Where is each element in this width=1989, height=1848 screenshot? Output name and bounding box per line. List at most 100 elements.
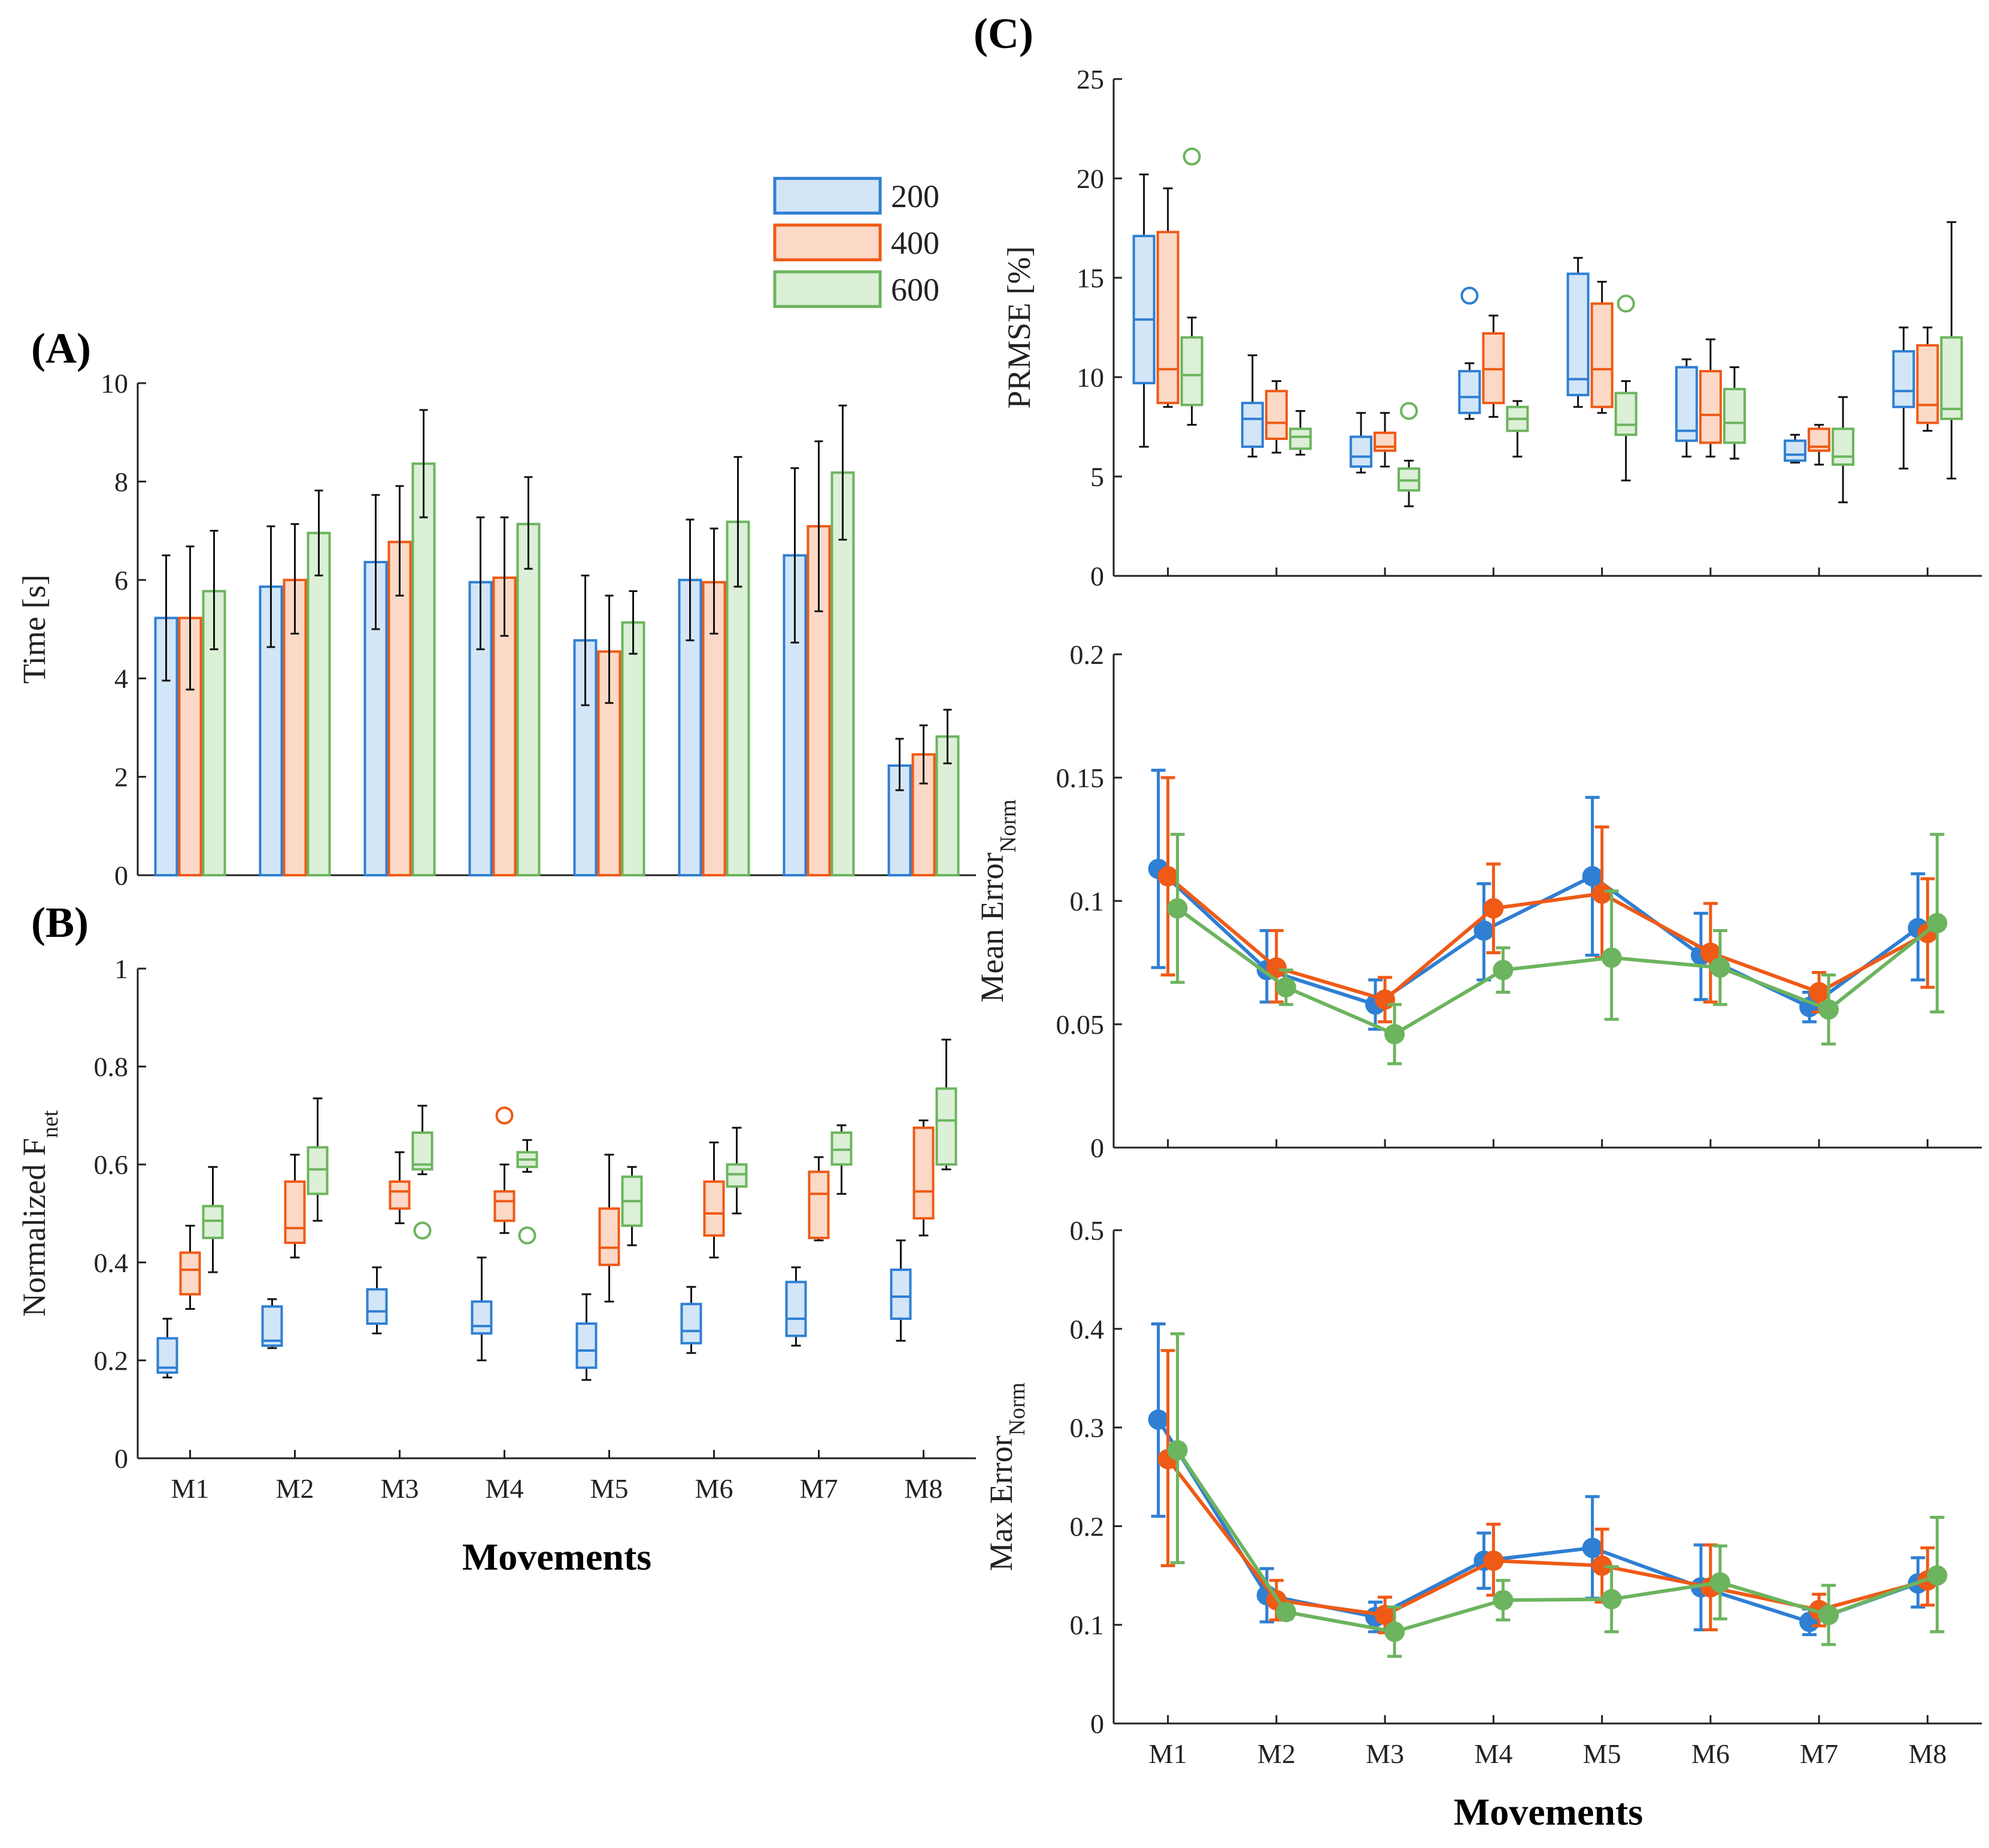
box-200-M8: [890, 1269, 912, 1320]
legend-label-400: 400: [891, 225, 939, 261]
y-tick-label: 0.2: [94, 1345, 129, 1376]
box-600-M1: [202, 1204, 224, 1239]
y-tick-label: 2: [114, 762, 128, 793]
point-400-M4: [1483, 898, 1504, 919]
legend-swatch-400: [773, 223, 882, 262]
box-400-M7: [808, 1170, 830, 1239]
point-600-M4: [1493, 1590, 1514, 1610]
box-400-M2: [284, 1180, 306, 1245]
box-200-M4: [1458, 370, 1481, 414]
series-line-400: [1166, 875, 1929, 1002]
chart-c-max-error: 0 0.1 0.2 0.3 0.4 0.5 M1 M2 M3 M4 M5 M6 M7 M8 Max Erro…: [983, 1215, 1982, 1769]
box-600-M6: [726, 1163, 748, 1188]
y-axis-title-subscript: Norm: [996, 799, 1021, 852]
y-tick-label: 5: [1090, 462, 1104, 492]
outlier-point: [495, 1106, 514, 1125]
y-tick-label: 0: [1090, 1709, 1104, 1739]
point-600-M7: [1818, 999, 1839, 1020]
point-400-M5: [1591, 1555, 1612, 1576]
y-tick-label: 10: [1077, 362, 1104, 393]
legend-label-200: 200: [891, 178, 939, 214]
y-tick-label: 4: [114, 663, 128, 694]
box-200-M1: [1132, 235, 1156, 384]
box-200-M6: [680, 1303, 702, 1345]
box-200-M5: [575, 1322, 598, 1369]
y-tick-label: 0.4: [94, 1248, 129, 1278]
outlier-point: [1617, 295, 1635, 313]
panel-label-b: (B): [31, 899, 89, 946]
point-400-M5: [1591, 883, 1612, 904]
y-tick-label: 8: [114, 466, 128, 497]
y-tick-label: 0.1: [1070, 886, 1105, 917]
point-600-M2: [1275, 977, 1296, 998]
x-tick-label: M3: [381, 1473, 419, 1504]
point-600-M8: [1927, 913, 1948, 934]
point-600-M6: [1709, 1572, 1730, 1593]
y-axis-title: Normalized Fnet: [16, 1110, 63, 1316]
y-tick-label: 0.2: [1070, 639, 1105, 670]
box-600-M7: [830, 1131, 853, 1166]
bar-400-M3: [387, 541, 412, 876]
point-600-M5: [1601, 1589, 1622, 1610]
y-axis-title-subscript: net: [38, 1110, 63, 1138]
point-400-M1: [1157, 866, 1178, 887]
point-600-M1: [1167, 898, 1188, 919]
y-tick-label: 0: [114, 1443, 128, 1474]
x-tick-label: M1: [171, 1473, 210, 1504]
bar-600-M5: [621, 621, 645, 876]
series-line-600: [1176, 1449, 1938, 1634]
chart-a-time: 0 2 4 6 8 10 Time [s]: [16, 368, 976, 891]
box-600-M1: [1180, 336, 1203, 406]
x-tick-label: M6: [695, 1473, 733, 1504]
point-600-M3: [1384, 1621, 1405, 1642]
point-400-M7: [1809, 982, 1830, 1003]
box-400-M3: [389, 1180, 411, 1210]
bar-400-M8: [911, 753, 936, 876]
y-tick-label: 1: [114, 954, 128, 984]
x-tick-label: M8: [1908, 1738, 1946, 1769]
point-600-M8: [1927, 1565, 1948, 1586]
box-200-M4: [471, 1300, 493, 1335]
point-600-M6: [1709, 957, 1730, 978]
y-axis-title: Max ErrorNorm: [983, 1382, 1030, 1571]
chart-c-mean-error: 0 0.05 0.1 0.15 0.2 Mean ErrorNorm: [974, 639, 1982, 1163]
legend-swatch-200: [773, 177, 882, 215]
y-axis-title-subscript: Norm: [1005, 1382, 1030, 1436]
bar-600-M7: [830, 471, 855, 876]
x-tick-label: M4: [1474, 1738, 1512, 1769]
bar-200-M1: [154, 617, 178, 877]
box-200-M7: [1784, 439, 1807, 462]
x-tick-label: M1: [1149, 1738, 1187, 1769]
point-200-M5: [1582, 866, 1603, 887]
x-tick-label: M5: [1583, 1738, 1621, 1769]
chart-c-prmse: 0 5 10 15 20 25 PRMSE [%]: [1001, 64, 1982, 591]
legend-label-600: 600: [891, 272, 939, 308]
box-400-M1: [179, 1251, 201, 1295]
chart-b-normalized-fnet: 0 0.2 0.4 0.6 0.8 1 M1 M2 M3 M4 M5 M6 M7 M8 Normalized…: [16, 954, 976, 1504]
box-600-M8: [935, 1087, 957, 1166]
outlier-point: [1400, 402, 1418, 420]
panel-label-c: (C): [974, 10, 1033, 57]
x-tick-label: M7: [1800, 1738, 1838, 1769]
x-tick-label: M6: [1691, 1738, 1730, 1769]
y-tick-label: 0.2: [1070, 1511, 1105, 1541]
panel-label-a: (A): [31, 324, 91, 372]
box-200-M2: [261, 1305, 283, 1347]
box-400-M8: [1916, 344, 1939, 424]
point-400-M3: [1375, 989, 1396, 1010]
outlier-point: [518, 1226, 536, 1245]
x-tick-label: M4: [486, 1473, 524, 1504]
box-600-M2: [1288, 427, 1312, 450]
box-400-M5: [598, 1207, 620, 1266]
point-400-M2: [1266, 957, 1287, 978]
box-200-M3: [366, 1288, 388, 1325]
box-600-M3: [411, 1131, 433, 1171]
outlier-point: [1460, 286, 1479, 305]
bar-600-M2: [307, 532, 331, 876]
point-200-M5: [1582, 1537, 1603, 1558]
y-axis-title: PRMSE [%]: [1001, 246, 1037, 409]
y-tick-label: 0.15: [1056, 763, 1105, 793]
box-400-M8: [912, 1126, 935, 1220]
legend-swatch-600: [773, 270, 882, 308]
